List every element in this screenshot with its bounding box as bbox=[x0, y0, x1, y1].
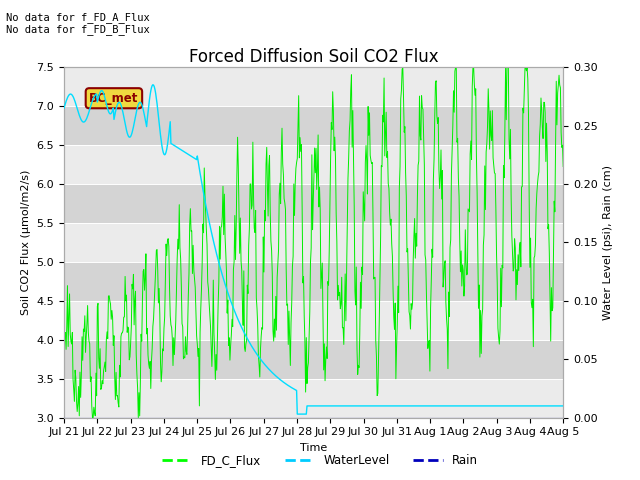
Title: Forced Diffusion Soil CO2 Flux: Forced Diffusion Soil CO2 Flux bbox=[189, 48, 438, 66]
Bar bbox=[64, 184, 563, 223]
Legend: FD_C_Flux, WaterLevel, Rain: FD_C_Flux, WaterLevel, Rain bbox=[157, 449, 483, 472]
Text: No data for f_FD_B_Flux: No data for f_FD_B_Flux bbox=[6, 24, 150, 35]
Y-axis label: Water Level (psi), Rain (cm): Water Level (psi), Rain (cm) bbox=[604, 165, 613, 320]
Text: BC_met: BC_met bbox=[89, 92, 139, 105]
Bar bbox=[64, 379, 563, 418]
Bar bbox=[64, 301, 563, 340]
Bar bbox=[64, 106, 563, 145]
Bar bbox=[64, 262, 563, 301]
Bar bbox=[64, 145, 563, 184]
Bar bbox=[64, 223, 563, 262]
Text: No data for f_FD_A_Flux: No data for f_FD_A_Flux bbox=[6, 12, 150, 23]
Bar bbox=[64, 67, 563, 106]
Y-axis label: Soil CO2 Flux (μmol/m2/s): Soil CO2 Flux (μmol/m2/s) bbox=[21, 170, 31, 315]
X-axis label: Time: Time bbox=[300, 443, 327, 453]
Bar bbox=[64, 340, 563, 379]
